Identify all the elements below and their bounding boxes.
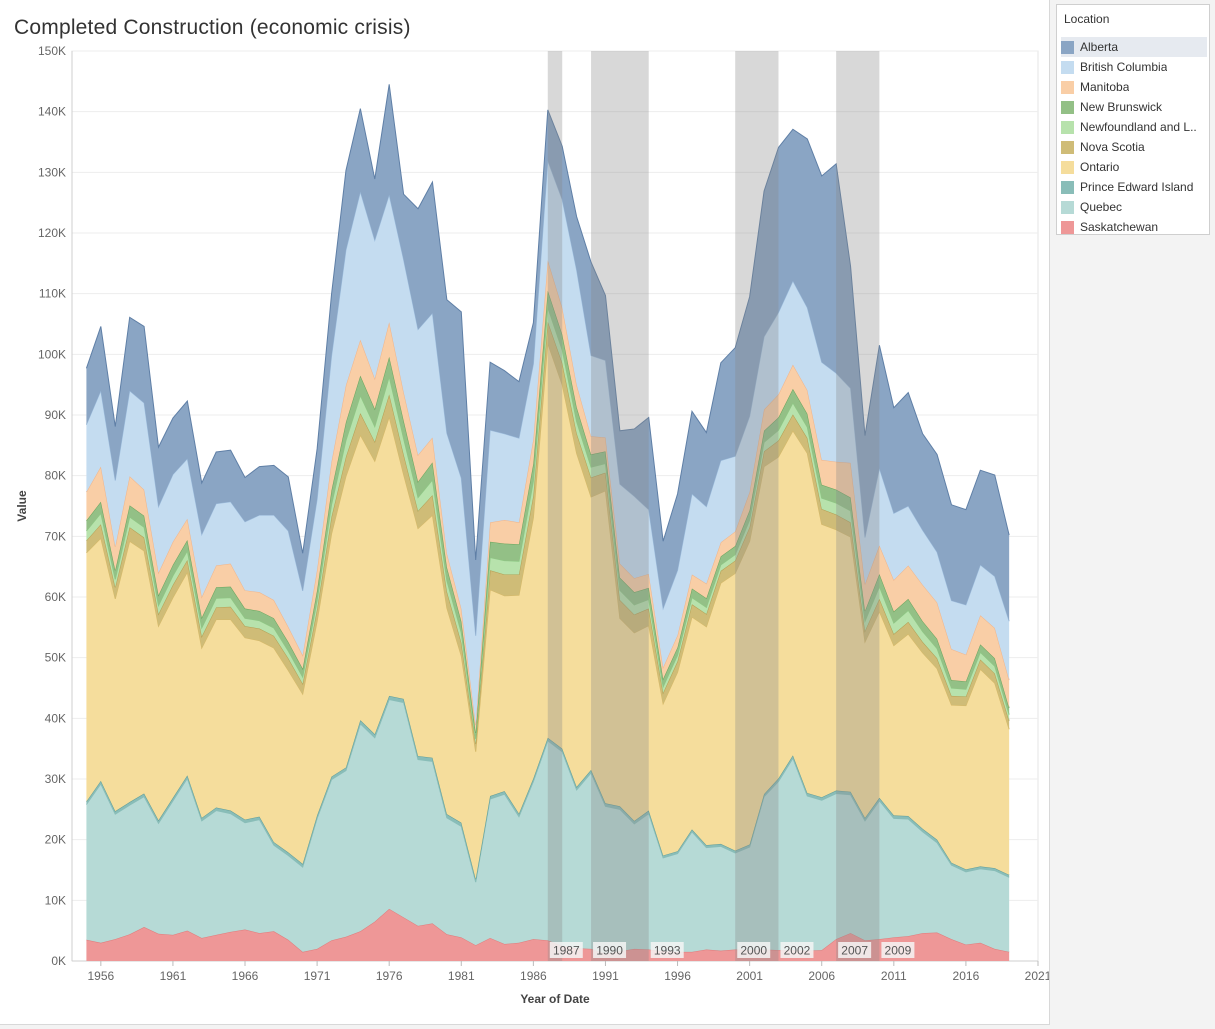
y-tick-label: 150K	[38, 44, 66, 58]
legend-swatch	[1061, 80, 1074, 94]
legend-item[interactable]: Quebec	[1061, 197, 1207, 217]
area-prince-edward-island-line	[86, 695, 1010, 880]
y-tick-label: 0K	[51, 954, 66, 968]
x-tick-label: 2011	[881, 969, 907, 983]
x-tick-label: 1966	[232, 969, 259, 983]
x-tick-label: 1956	[87, 969, 114, 983]
y-tick-label: 20K	[45, 833, 66, 847]
x-tick-label: 1976	[376, 969, 403, 983]
legend-list: Alberta British Columbia Manitoba New Bruns…	[1061, 37, 1207, 237]
x-tick-label: 1971	[304, 969, 331, 983]
crisis-label-bg	[737, 942, 771, 958]
x-tick-label: 1986	[520, 969, 547, 983]
area-alberta	[86, 84, 1010, 636]
x-tick-label: 2001	[736, 969, 763, 983]
legend-label: Newfoundland and L..	[1080, 120, 1197, 134]
area-quebec	[86, 699, 1010, 954]
area-alberta-line	[85, 84, 1010, 561]
legend-label: Quebec	[1080, 200, 1123, 214]
legend-item[interactable]: New Brunswick	[1061, 97, 1207, 117]
legend-label: Prince Edward Island	[1080, 180, 1194, 194]
y-tick-label: 90K	[45, 408, 66, 422]
y-tick-label: 130K	[38, 165, 66, 179]
legend-label: Manitoba	[1080, 80, 1130, 94]
legend-label: Saskatchewan	[1080, 220, 1159, 234]
x-axis-label: Year of Date	[520, 992, 590, 1006]
area-british-columbia	[86, 160, 1010, 726]
crisis-label: 2000	[740, 944, 767, 958]
crisis-label-bg	[650, 942, 684, 958]
legend-label: British Columbia	[1080, 60, 1168, 74]
legend-label: Alberta	[1080, 40, 1119, 54]
crisis-band	[547, 51, 563, 961]
legend-item[interactable]: Ontario	[1061, 157, 1207, 177]
legend[interactable]: Location Alberta British Columbia Manitoba…	[1056, 4, 1210, 235]
legend-swatch	[1061, 120, 1074, 134]
legend-item[interactable]: Manitoba	[1061, 77, 1207, 97]
crisis-label-bg	[549, 942, 583, 958]
y-tick-label: 100K	[38, 347, 66, 361]
legend-swatch	[1061, 140, 1074, 154]
legend-swatch	[1061, 100, 1074, 114]
legend-label: Nova Scotia	[1080, 140, 1145, 154]
crisis-label-bg	[881, 942, 915, 958]
area-saskatchewan	[86, 908, 1010, 961]
x-tick-label: 2016	[953, 969, 980, 983]
legend-swatch	[1061, 180, 1074, 194]
legend-item[interactable]: Newfoundland and L..	[1061, 117, 1207, 137]
chart-panel: Completed Construction (economic crisis)…	[0, 0, 1050, 1025]
y-tick-label: 50K	[45, 651, 66, 665]
crisis-band	[735, 51, 779, 961]
legend-item[interactable]: Saskatchewan	[1061, 217, 1207, 237]
crisis-label: 1990	[596, 944, 623, 958]
legend-label: New Brunswick	[1080, 100, 1163, 114]
crisis-label: 2009	[885, 944, 912, 958]
x-tick-label: 1991	[592, 969, 619, 983]
legend-item[interactable]: Prince Edward Island	[1061, 177, 1207, 197]
y-tick-label: 40K	[45, 711, 66, 725]
x-tick-label: 2006	[808, 969, 835, 983]
crisis-label: 1993	[654, 944, 681, 958]
x-tick-label: 2021	[1025, 969, 1049, 983]
crisis-label: 2007	[841, 944, 868, 958]
y-tick-label: 140K	[38, 105, 66, 119]
legend-swatch	[1061, 220, 1074, 234]
legend-item[interactable]: British Columbia	[1061, 57, 1207, 77]
y-tick-label: 70K	[45, 529, 66, 543]
legend-item[interactable]: Nova Scotia	[1061, 137, 1207, 157]
legend-swatch	[1061, 40, 1074, 54]
y-tick-label: 60K	[45, 590, 66, 604]
legend-swatch	[1061, 60, 1074, 74]
x-tick-label: 1961	[160, 969, 187, 983]
y-axis-label: Value	[15, 490, 29, 522]
y-tick-label: 110K	[39, 287, 66, 301]
legend-title: Location	[1064, 12, 1110, 26]
legend-label: Ontario	[1080, 160, 1120, 174]
y-tick-label: 80K	[45, 469, 66, 483]
area-ontario	[86, 343, 1010, 880]
crisis-band	[836, 51, 880, 961]
crisis-label-bg	[593, 942, 627, 958]
y-tick-label: 120K	[38, 226, 66, 240]
y-tick-label: 30K	[45, 772, 66, 786]
legend-swatch	[1061, 160, 1074, 174]
crisis-label: 1987	[553, 944, 580, 958]
x-tick-label: 1981	[448, 969, 475, 983]
crisis-label-bg	[780, 942, 814, 958]
crisis-band	[591, 51, 649, 961]
x-tick-label: 1996	[664, 969, 691, 983]
crisis-label-bg	[838, 942, 872, 958]
stacked-area-chart[interactable]: 0K 10K 20K 30K 40K 50K 60K 70K 80K 90K 100K 110K 120…	[0, 0, 1049, 1024]
y-tick-label: 10K	[45, 893, 66, 907]
chart-title: Completed Construction (economic crisis)	[14, 16, 411, 39]
crisis-label: 2002	[784, 944, 811, 958]
legend-item[interactable]: Alberta	[1061, 37, 1207, 57]
legend-swatch	[1061, 200, 1074, 214]
